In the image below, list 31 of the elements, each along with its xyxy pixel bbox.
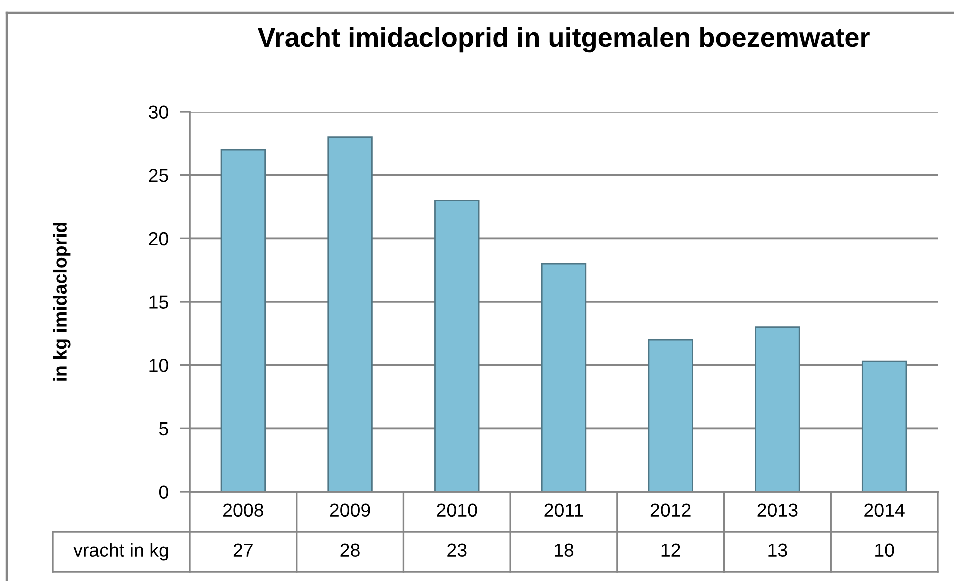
y-tick-label: 25 bbox=[149, 169, 168, 182]
x-tick-label: 2009 bbox=[330, 504, 370, 518]
y-tick-label: 15 bbox=[150, 296, 168, 309]
x-tick-label: 2013 bbox=[758, 504, 798, 518]
x-tick-label: 2011 bbox=[544, 504, 584, 518]
y-tick-label: 20 bbox=[149, 232, 168, 246]
y-tick-label: 30 bbox=[149, 106, 168, 119]
text: vracht in kg bbox=[74, 543, 168, 561]
bar bbox=[862, 360, 908, 492]
bar bbox=[648, 339, 694, 492]
chart-title: Vracht imidacloprid in uitgemalen boezemwater bbox=[258, 27, 870, 53]
data-label: 10 bbox=[876, 544, 894, 558]
y-tick-label: 10 bbox=[150, 359, 168, 372]
x-tick-label: 2012 bbox=[650, 504, 691, 518]
bar bbox=[434, 200, 480, 492]
x-tick-label: 2008 bbox=[224, 504, 264, 518]
data-label: 23 bbox=[448, 544, 467, 558]
data-label: 18 bbox=[555, 544, 574, 558]
x-tick-label: 2014 bbox=[864, 504, 905, 518]
data-label: 13 bbox=[768, 544, 788, 558]
data-label: 12 bbox=[662, 544, 680, 557]
data-label: 28 bbox=[340, 544, 360, 558]
bar bbox=[328, 136, 373, 492]
x-tick-label: 2010 bbox=[437, 504, 478, 518]
y-tick-label: 0 bbox=[159, 486, 168, 499]
bar bbox=[755, 326, 800, 492]
data-label: 27 bbox=[234, 544, 253, 557]
bar bbox=[220, 149, 266, 492]
bar bbox=[541, 263, 587, 492]
y-tick-label: 5 bbox=[159, 422, 168, 436]
y-axis-title: in kg imidacloprid bbox=[53, 223, 71, 381]
